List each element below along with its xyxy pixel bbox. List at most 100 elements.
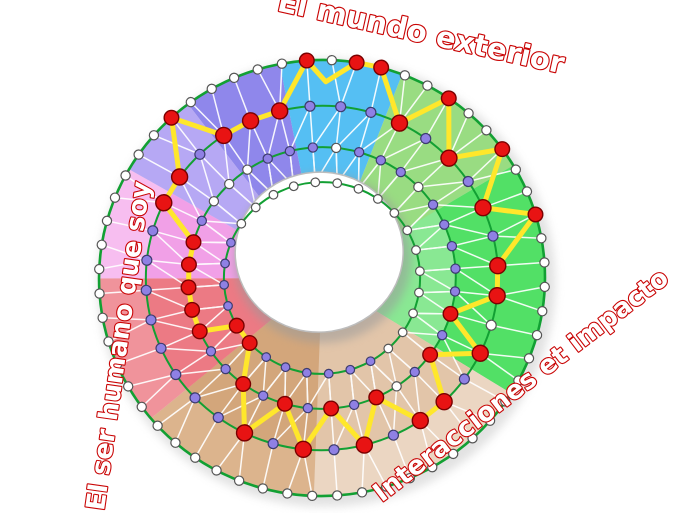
node-inner[interactable] xyxy=(268,189,279,200)
node-ring3[interactable] xyxy=(413,181,424,193)
node-score-marker[interactable] xyxy=(270,102,289,120)
node-inner[interactable] xyxy=(323,368,334,379)
node-inner[interactable] xyxy=(220,258,230,269)
node-ring3[interactable] xyxy=(449,286,461,297)
node-outer[interactable] xyxy=(500,396,511,407)
node-score-marker[interactable] xyxy=(390,114,409,132)
node-score-marker[interactable] xyxy=(348,54,365,71)
node-ring3[interactable] xyxy=(242,164,253,175)
node-ring3[interactable] xyxy=(348,399,360,411)
node-inner[interactable] xyxy=(408,308,418,319)
node-ring3[interactable] xyxy=(307,142,319,153)
node-score-marker[interactable] xyxy=(276,395,293,412)
node-outer[interactable] xyxy=(484,415,496,426)
node-ring2[interactable] xyxy=(212,411,224,424)
node-ring3[interactable] xyxy=(439,219,450,230)
node-outer[interactable] xyxy=(190,452,201,463)
node-ring3[interactable] xyxy=(257,390,269,401)
node-inner[interactable] xyxy=(414,266,425,277)
node-outer[interactable] xyxy=(467,433,478,444)
node-inner[interactable] xyxy=(250,202,261,213)
node-outer[interactable] xyxy=(356,487,368,498)
node-outer[interactable] xyxy=(94,288,105,299)
node-score-marker[interactable] xyxy=(442,305,459,322)
node-ring3[interactable] xyxy=(436,329,448,341)
node-outer[interactable] xyxy=(427,461,438,473)
node-ring2[interactable] xyxy=(141,254,153,266)
node-outer[interactable] xyxy=(97,312,108,323)
node-outer[interactable] xyxy=(252,64,263,75)
node-outer[interactable] xyxy=(206,83,217,95)
node-score-marker[interactable] xyxy=(235,375,252,392)
node-score-marker[interactable] xyxy=(241,112,260,130)
node-ring3[interactable] xyxy=(446,240,458,252)
node-score-marker[interactable] xyxy=(355,436,374,454)
node-outer[interactable] xyxy=(531,329,543,341)
node-outer[interactable] xyxy=(133,149,144,160)
node-outer[interactable] xyxy=(103,336,114,347)
node-score-marker[interactable] xyxy=(489,257,507,275)
node-score-marker[interactable] xyxy=(373,59,390,76)
node-ring2[interactable] xyxy=(189,392,201,404)
node-ring2[interactable] xyxy=(387,429,400,441)
node-score-marker[interactable] xyxy=(180,279,197,296)
node-inner[interactable] xyxy=(383,343,394,354)
node-ring2[interactable] xyxy=(335,101,347,113)
node-ring2[interactable] xyxy=(304,100,316,112)
node-inner[interactable] xyxy=(411,245,421,255)
node-ring3[interactable] xyxy=(375,155,387,166)
node-ring3[interactable] xyxy=(220,363,231,375)
node-ring2[interactable] xyxy=(487,230,499,242)
node-outer[interactable] xyxy=(282,488,293,499)
node-score-marker[interactable] xyxy=(184,301,201,318)
node-score-marker[interactable] xyxy=(241,335,258,352)
node-inner[interactable] xyxy=(397,327,408,338)
node-outer[interactable] xyxy=(233,475,245,486)
node-ring2[interactable] xyxy=(485,319,497,331)
node-ring3[interactable] xyxy=(409,366,420,378)
node-ring2[interactable] xyxy=(365,106,377,118)
node-outer[interactable] xyxy=(381,481,392,492)
node-outer[interactable] xyxy=(96,239,107,250)
node-ring2[interactable] xyxy=(462,175,474,188)
node-score-marker[interactable] xyxy=(422,346,439,363)
node-score-marker[interactable] xyxy=(215,126,233,145)
node-inner[interactable] xyxy=(402,225,413,236)
node-score-marker[interactable] xyxy=(368,389,385,406)
node-inner[interactable] xyxy=(219,279,230,290)
node-score-marker[interactable] xyxy=(323,400,340,417)
node-ring3[interactable] xyxy=(450,263,461,274)
node-score-marker[interactable] xyxy=(435,392,453,411)
node-outer[interactable] xyxy=(404,472,416,484)
node-ring3[interactable] xyxy=(284,145,296,157)
node-score-marker[interactable] xyxy=(494,141,511,158)
node-ring3[interactable] xyxy=(395,166,407,178)
node-score-marker[interactable] xyxy=(155,194,173,212)
node-ring2[interactable] xyxy=(155,342,167,354)
node-ring3[interactable] xyxy=(196,215,208,227)
node-ring2[interactable] xyxy=(140,284,152,296)
node-ring3[interactable] xyxy=(205,346,217,357)
node-inner[interactable] xyxy=(372,194,383,204)
node-inner[interactable] xyxy=(310,177,321,188)
node-outer[interactable] xyxy=(94,263,105,275)
node-inner[interactable] xyxy=(365,356,376,367)
node-outer[interactable] xyxy=(332,490,343,501)
node-ring3[interactable] xyxy=(262,153,273,164)
node-ring3[interactable] xyxy=(302,402,314,414)
node-ring3[interactable] xyxy=(353,147,365,158)
node-outer[interactable] xyxy=(513,375,524,386)
node-score-marker[interactable] xyxy=(228,317,245,334)
node-inner[interactable] xyxy=(389,208,400,218)
node-outer[interactable] xyxy=(422,80,433,91)
node-outer[interactable] xyxy=(120,170,131,181)
node-inner[interactable] xyxy=(223,301,233,311)
node-outer[interactable] xyxy=(148,130,160,141)
node-outer[interactable] xyxy=(463,108,474,119)
node-outer[interactable] xyxy=(152,420,163,431)
node-score-marker[interactable] xyxy=(298,52,315,69)
node-outer[interactable] xyxy=(211,465,222,476)
node-inner[interactable] xyxy=(353,183,364,194)
node-outer[interactable] xyxy=(170,437,181,448)
node-ring3[interactable] xyxy=(391,381,402,392)
